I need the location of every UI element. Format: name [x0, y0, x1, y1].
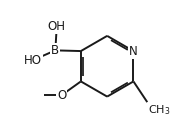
Text: OH: OH — [48, 20, 66, 33]
Text: N: N — [129, 45, 138, 58]
Text: CH$_3$: CH$_3$ — [148, 103, 170, 117]
Text: B: B — [51, 44, 59, 57]
Text: O: O — [57, 89, 66, 102]
Text: HO: HO — [24, 54, 42, 67]
